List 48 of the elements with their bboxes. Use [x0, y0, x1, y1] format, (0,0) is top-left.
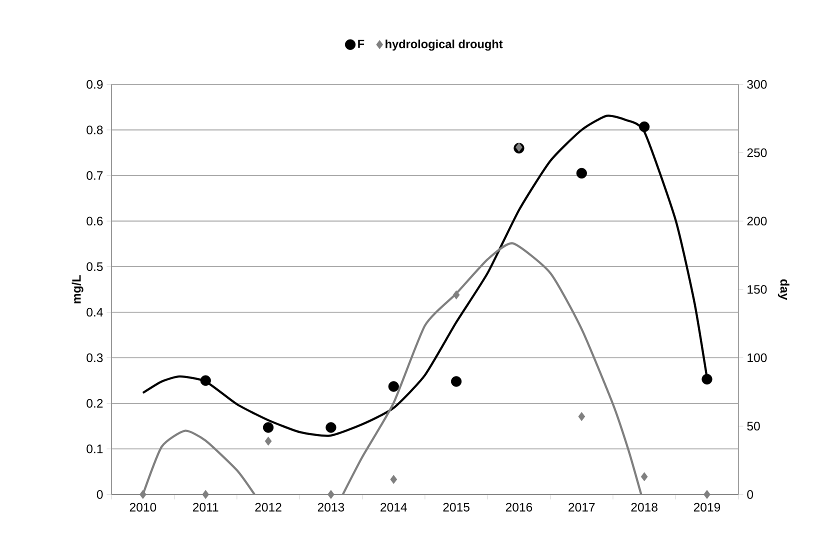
y-tick-label: 0.5 [86, 262, 103, 272]
y-tick-label: 0.9 [86, 80, 103, 89]
point [139, 490, 146, 500]
y-tick-label: 0.3 [86, 354, 103, 362]
point [452, 290, 460, 300]
y-tick-label: 0.2 [86, 399, 103, 408]
y2-tick-label: 200 [747, 216, 767, 226]
x-tick-label: 2018 [631, 502, 658, 512]
y-tick-label: 0.8 [86, 126, 103, 134]
legend-label: hydrological drought [386, 40, 503, 51]
y2-tick-label: 100 [748, 354, 767, 362]
y2-tick-label: 0 [747, 490, 754, 499]
y-tick-label: 0 [96, 490, 103, 499]
point [639, 122, 650, 132]
point [576, 168, 587, 179]
point [200, 375, 211, 386]
y-tick-label: 0.7 [86, 171, 103, 180]
x-tick-label: 2011 [193, 502, 218, 512]
point [264, 436, 272, 446]
x-tick-label: 2019 [694, 502, 720, 512]
y-tick-label: 0.1 [86, 444, 103, 454]
y-tick-label: 0.6 [86, 216, 103, 226]
point [328, 490, 334, 500]
point [450, 376, 462, 387]
x-tick-label: 2015 [443, 502, 470, 512]
point [326, 422, 336, 433]
y2-tick-label: 300 [747, 80, 767, 89]
x-tick-label: 2016 [506, 502, 532, 512]
point [202, 490, 210, 500]
legend-label: F [358, 40, 364, 48]
y2-axis-title: day [778, 279, 790, 300]
point [704, 490, 710, 500]
y2-tick-label: 150 [748, 285, 767, 294]
point [262, 422, 274, 433]
x-tick-label: 2014 [380, 502, 407, 512]
y-axis-title: mg/L [72, 275, 84, 304]
x-tick-label: 2010 [130, 502, 156, 512]
x-tick-label: 2012 [255, 502, 282, 512]
point [702, 374, 712, 385]
point [640, 472, 648, 482]
y-tick-label: 0.4 [86, 308, 103, 317]
point [390, 475, 398, 484]
point [578, 412, 586, 422]
y2-tick-label: 250 [747, 148, 767, 158]
x-tick-label: 2013 [318, 502, 344, 512]
y2-tick-label: 50 [747, 422, 760, 431]
x-tick-label: 2017 [568, 502, 595, 512]
point [388, 381, 399, 392]
